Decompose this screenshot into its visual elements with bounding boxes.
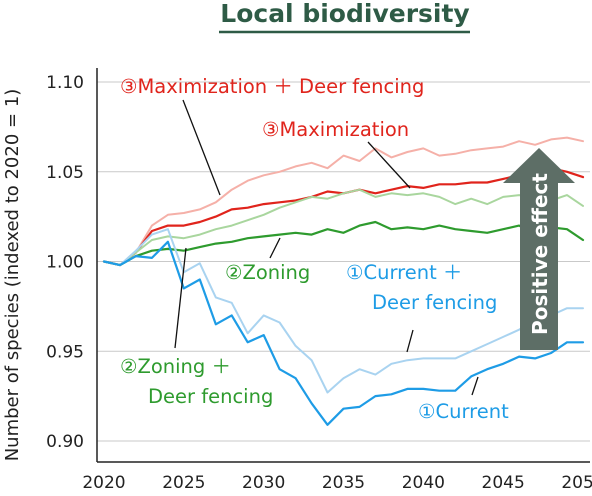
annotation-zoning: ②Zoning bbox=[225, 261, 310, 284]
y-tick-labels: 0.90 0.95 1.00 1.05 1.10 bbox=[46, 73, 84, 452]
y-tick-label: 0.95 bbox=[46, 342, 84, 362]
annotation-zoning-fence-line2: Deer fencing bbox=[148, 385, 273, 408]
series-line-max_fence bbox=[103, 136, 584, 267]
x-tick-label: 2035 bbox=[322, 473, 365, 493]
y-tick-label: 0.90 bbox=[46, 432, 84, 452]
x-tick-labels: 2020 2025 2030 2035 2040 2045 2050 bbox=[82, 473, 592, 493]
y-tick-label: 1.05 bbox=[46, 163, 84, 183]
annotation-current-fence-line2: Deer fencing bbox=[372, 291, 497, 314]
leader-max-fence bbox=[182, 99, 221, 196]
annotation-leaders bbox=[174, 99, 479, 396]
series-line-zoning_fence bbox=[103, 188, 584, 267]
x-tick-label: 2045 bbox=[482, 473, 525, 493]
annotation-max: ③Maximization bbox=[262, 118, 409, 141]
leader-zoning bbox=[269, 237, 281, 259]
annotations: ③Maximization ＋ Deer fencing ③Maximizati… bbox=[120, 75, 509, 423]
chart-title: Local biodiversity bbox=[220, 0, 469, 28]
x-tick-label: 2030 bbox=[242, 473, 285, 493]
leader-zoning-fence bbox=[174, 247, 187, 349]
x-tick-label: 2025 bbox=[162, 473, 205, 493]
annotation-max-fence: ③Maximization ＋ Deer fencing bbox=[120, 75, 424, 98]
x-tick-label: 2050 bbox=[561, 473, 592, 493]
annotation-current: ①Current bbox=[418, 400, 509, 423]
leader-current bbox=[471, 376, 479, 396]
annotation-current-fence-line1: ①Current ＋ bbox=[346, 261, 462, 284]
x-tick-label: 2040 bbox=[402, 473, 445, 493]
y-axis-label: Number of species (indexed to 2020 = 1) bbox=[2, 89, 23, 462]
y-tick-label: 1.10 bbox=[46, 73, 84, 93]
series-line-zoning bbox=[102, 220, 585, 267]
arrow-label: Positive effect bbox=[528, 173, 552, 335]
leader-max bbox=[367, 141, 411, 189]
x-tick-label: 2020 bbox=[82, 473, 125, 493]
annotation-zoning-fence-line1: ②Zoning ＋ bbox=[120, 355, 231, 378]
leader-current-fence bbox=[406, 329, 414, 353]
series-line-current bbox=[102, 240, 585, 426]
positive-effect-arrow: Positive effect bbox=[503, 148, 575, 350]
series-lines bbox=[102, 136, 585, 426]
arrow-shape bbox=[503, 148, 575, 350]
y-tick-label: 1.00 bbox=[46, 253, 84, 273]
